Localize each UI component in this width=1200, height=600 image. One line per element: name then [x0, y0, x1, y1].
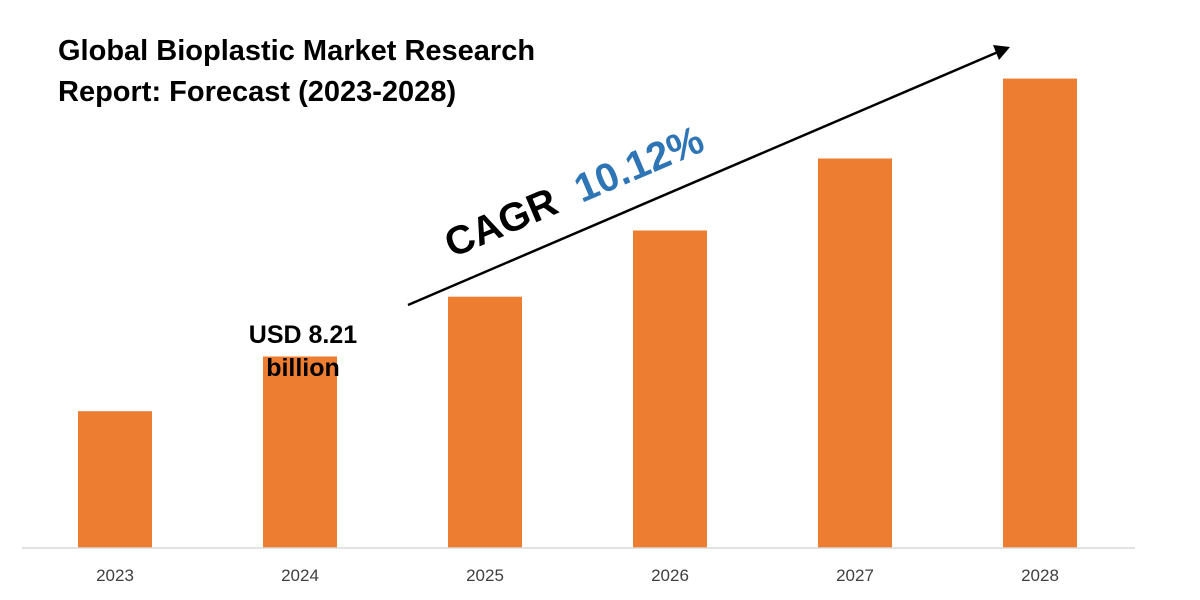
x-tick-labels: 2023 2024 2025 2026 2027 2028 [96, 566, 1059, 585]
value-annotation-line-1: USD 8.21 [249, 321, 357, 349]
bar-2025 [448, 296, 522, 548]
trend-arrow-line [407, 50, 999, 307]
bar-2027 [818, 158, 892, 549]
value-annotation: USD 8.21 billion [249, 321, 357, 382]
x-tick-label-2028: 2028 [1021, 566, 1059, 585]
x-tick-label-2025: 2025 [466, 566, 504, 585]
cagr-value: 10.12% [568, 118, 710, 212]
x-tick-label-2026: 2026 [651, 566, 689, 585]
bar-2026 [633, 230, 707, 549]
trend-arrow [407, 45, 1010, 307]
chart-title-line-1: Global Bioplastic Market Research [58, 35, 535, 67]
value-annotation-line-2: billion [266, 354, 340, 382]
x-tick-label-2024: 2024 [281, 566, 319, 585]
x-tick-label-2027: 2027 [836, 566, 874, 585]
bars-layer [78, 78, 1077, 549]
x-tick-label-2023: 2023 [96, 566, 134, 585]
chart-title-line-2: Report: Forecast (2023-2028) [58, 76, 456, 108]
bar-2024 [263, 356, 337, 548]
bar-2028 [1003, 78, 1077, 548]
cagr-label: CAGR [438, 180, 564, 267]
trend-arrow-head [993, 45, 1010, 60]
bar-2023 [78, 411, 152, 548]
